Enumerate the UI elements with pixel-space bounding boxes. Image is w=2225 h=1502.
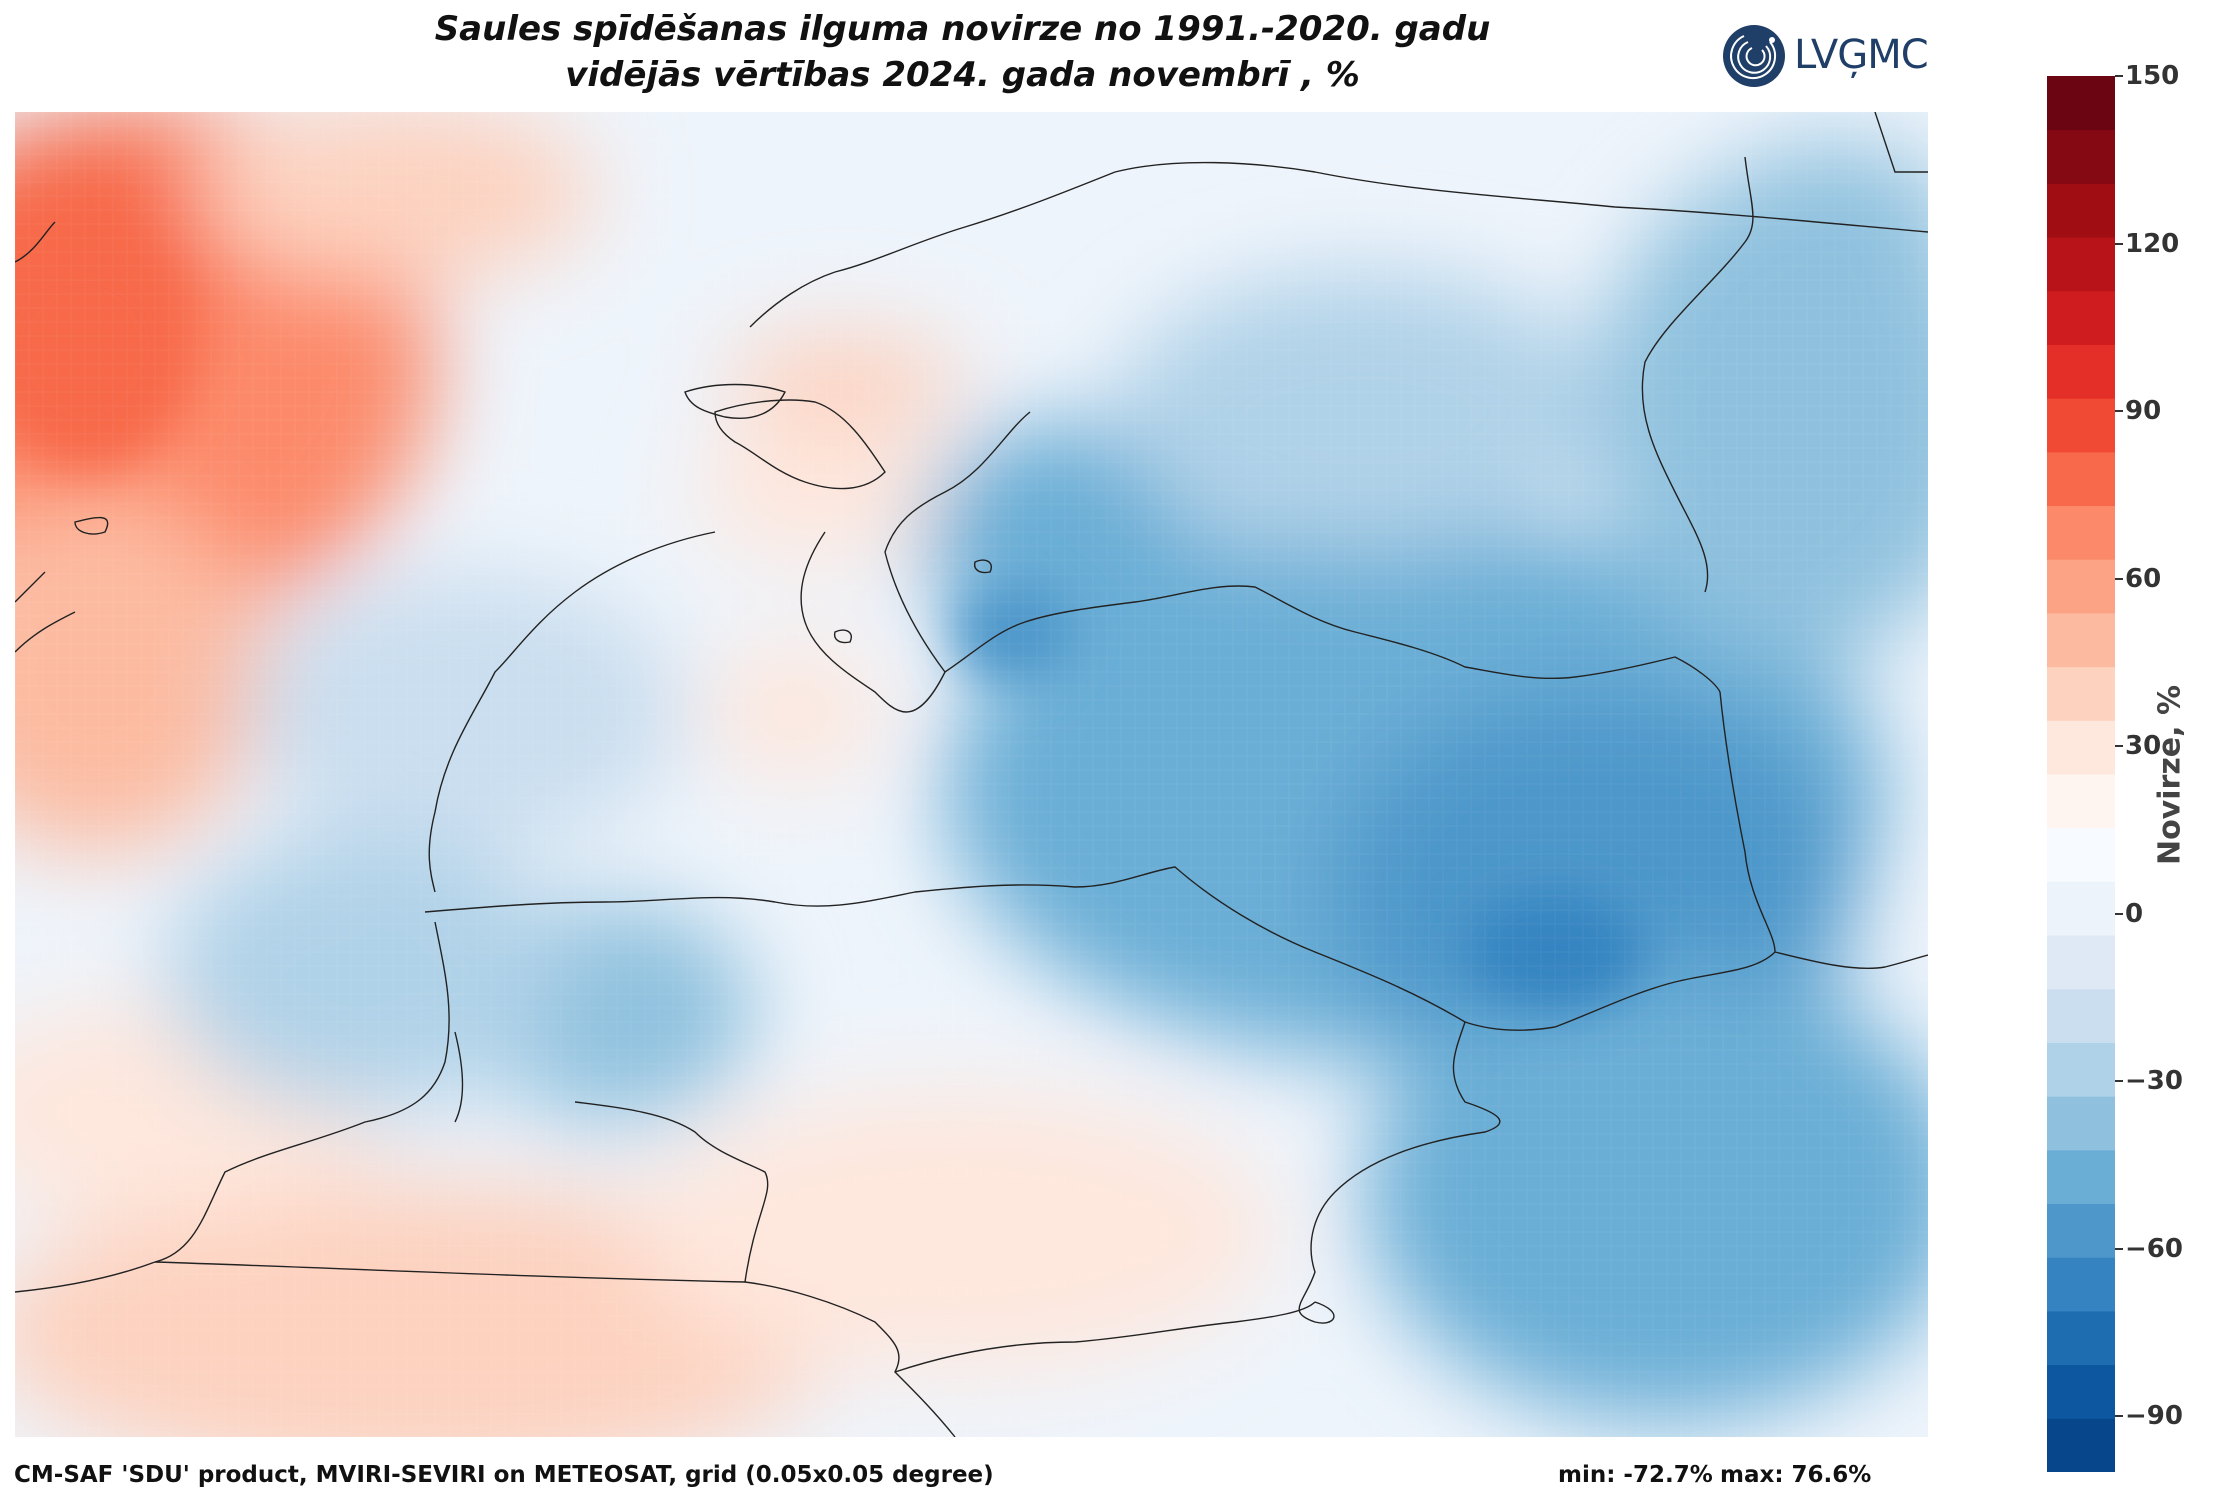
colorbar-segment	[2047, 827, 2115, 882]
hiiumaa-island	[684, 383, 786, 419]
saaremaa-island	[714, 399, 886, 490]
colorbar-title: Novirze, %	[2152, 684, 2188, 866]
colorbar-tick-label: 30	[2125, 731, 2162, 762]
colorbar-segment	[2047, 720, 2115, 775]
title-line-2: vidējās vērtības 2024. gada novembrī , %	[565, 55, 1360, 95]
colorbar-tick-label: 90	[2125, 396, 2162, 427]
max-value: max: 76.6%	[1720, 1462, 1872, 1488]
colorbar-tick	[2115, 75, 2123, 77]
gulf-of-riga-coast	[800, 531, 946, 713]
colorbar-segment	[2047, 1364, 2115, 1419]
colorbar	[2047, 76, 2115, 1472]
colorbar-tick	[2115, 912, 2123, 915]
estonia-latvia-border	[944, 585, 1721, 693]
map-title: Saules spīdēšanas ilguma novirze no 1991…	[0, 6, 1925, 98]
colorbar-segment	[2047, 237, 2115, 292]
colorbar-segment	[2047, 76, 2115, 131]
estonia-coast	[884, 411, 1031, 673]
colorbar-tick-label: −60	[2125, 1233, 2183, 1264]
colorbar-segment	[2047, 1418, 2115, 1472]
colorbar-tick-label: 150	[2125, 61, 2180, 91]
lithuania-belarus-border	[1298, 1021, 1501, 1324]
colorbar-tick-label: 0	[2125, 898, 2144, 929]
colorbar-tick-label: −90	[2125, 1401, 2183, 1432]
min-value: min: -72.7%	[1558, 1462, 1713, 1488]
colorbar-tick	[2115, 745, 2123, 748]
latvia-west-coast	[428, 531, 716, 893]
source-note: CM-SAF 'SDU' product, MVIRI-SEVIRI on ME…	[14, 1462, 994, 1488]
colorbar-tick	[2115, 242, 2123, 245]
coastlines-borders	[15, 112, 1928, 1437]
russia-border-north	[1641, 156, 1754, 593]
colorbar-tick-label: −30	[2125, 1066, 2183, 1097]
colorbar-segment	[2047, 935, 2115, 990]
colorbar-tick	[2115, 577, 2123, 580]
kaliningrad-border	[154, 1101, 769, 1283]
anomaly-map	[15, 112, 1928, 1437]
logo-globe-icon	[1723, 25, 1785, 87]
colorbar-tick	[2115, 1080, 2123, 1083]
colorbar-segment	[2047, 881, 2115, 936]
colorbar-tick	[2115, 1247, 2123, 1250]
belarus-border	[1774, 951, 1928, 970]
colorbar-segment	[2047, 505, 2115, 560]
gotland-island	[15, 571, 76, 653]
logo-text: LVĢMC	[1794, 32, 1929, 78]
colorbar-segment	[2047, 1310, 2115, 1366]
colorbar-segment	[2047, 612, 2115, 668]
colorbar-segment	[2047, 290, 2115, 345]
poland-lithuania-border	[744, 1281, 956, 1437]
colorbar-tick	[2115, 410, 2123, 413]
colorbar-segment	[2047, 129, 2115, 184]
colorbar-tick-label: 60	[2125, 563, 2162, 594]
title-line-1: Saules spīdēšanas ilguma novirze no 1991…	[434, 9, 1491, 49]
colorbar-segment	[2047, 1257, 2115, 1312]
colorbar-segment	[2047, 666, 2115, 721]
curonian-spit	[154, 921, 450, 1263]
latvia-russia-belarus-border	[1554, 691, 1776, 1028]
colorbar-tick-label: 120	[2125, 228, 2180, 259]
colorbar-segment	[2047, 398, 2115, 453]
colorbar-segment	[2047, 1149, 2115, 1205]
colorbar-segment	[2047, 774, 2115, 829]
colorbar-segment	[2047, 559, 2115, 614]
latvia-lithuania-border	[424, 866, 1556, 1031]
colorbar-segment	[2047, 451, 2115, 507]
finland-coast	[749, 161, 1928, 328]
colorbar-segment	[2047, 988, 2115, 1043]
colorbar-segment	[2047, 183, 2115, 238]
colorbar-segment	[2047, 344, 2115, 399]
colorbar-segment	[2047, 1042, 2115, 1097]
lvgmc-logo: LVĢMC	[1722, 24, 1929, 92]
colorbar-segment	[2047, 1096, 2115, 1151]
colorbar-tick	[2115, 1415, 2123, 1418]
colorbar-segment	[2047, 1203, 2115, 1258]
